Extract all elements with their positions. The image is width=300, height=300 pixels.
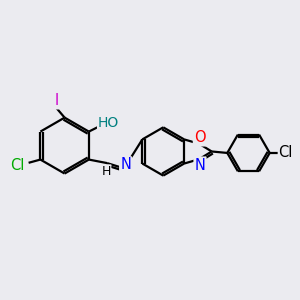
Text: N: N bbox=[195, 158, 206, 172]
Text: I: I bbox=[54, 93, 58, 108]
Text: Cl: Cl bbox=[10, 158, 24, 173]
Text: Cl: Cl bbox=[278, 146, 293, 160]
Text: H: H bbox=[101, 165, 111, 178]
Text: N: N bbox=[120, 158, 131, 172]
Text: O: O bbox=[194, 130, 206, 146]
Text: HO: HO bbox=[98, 116, 119, 130]
